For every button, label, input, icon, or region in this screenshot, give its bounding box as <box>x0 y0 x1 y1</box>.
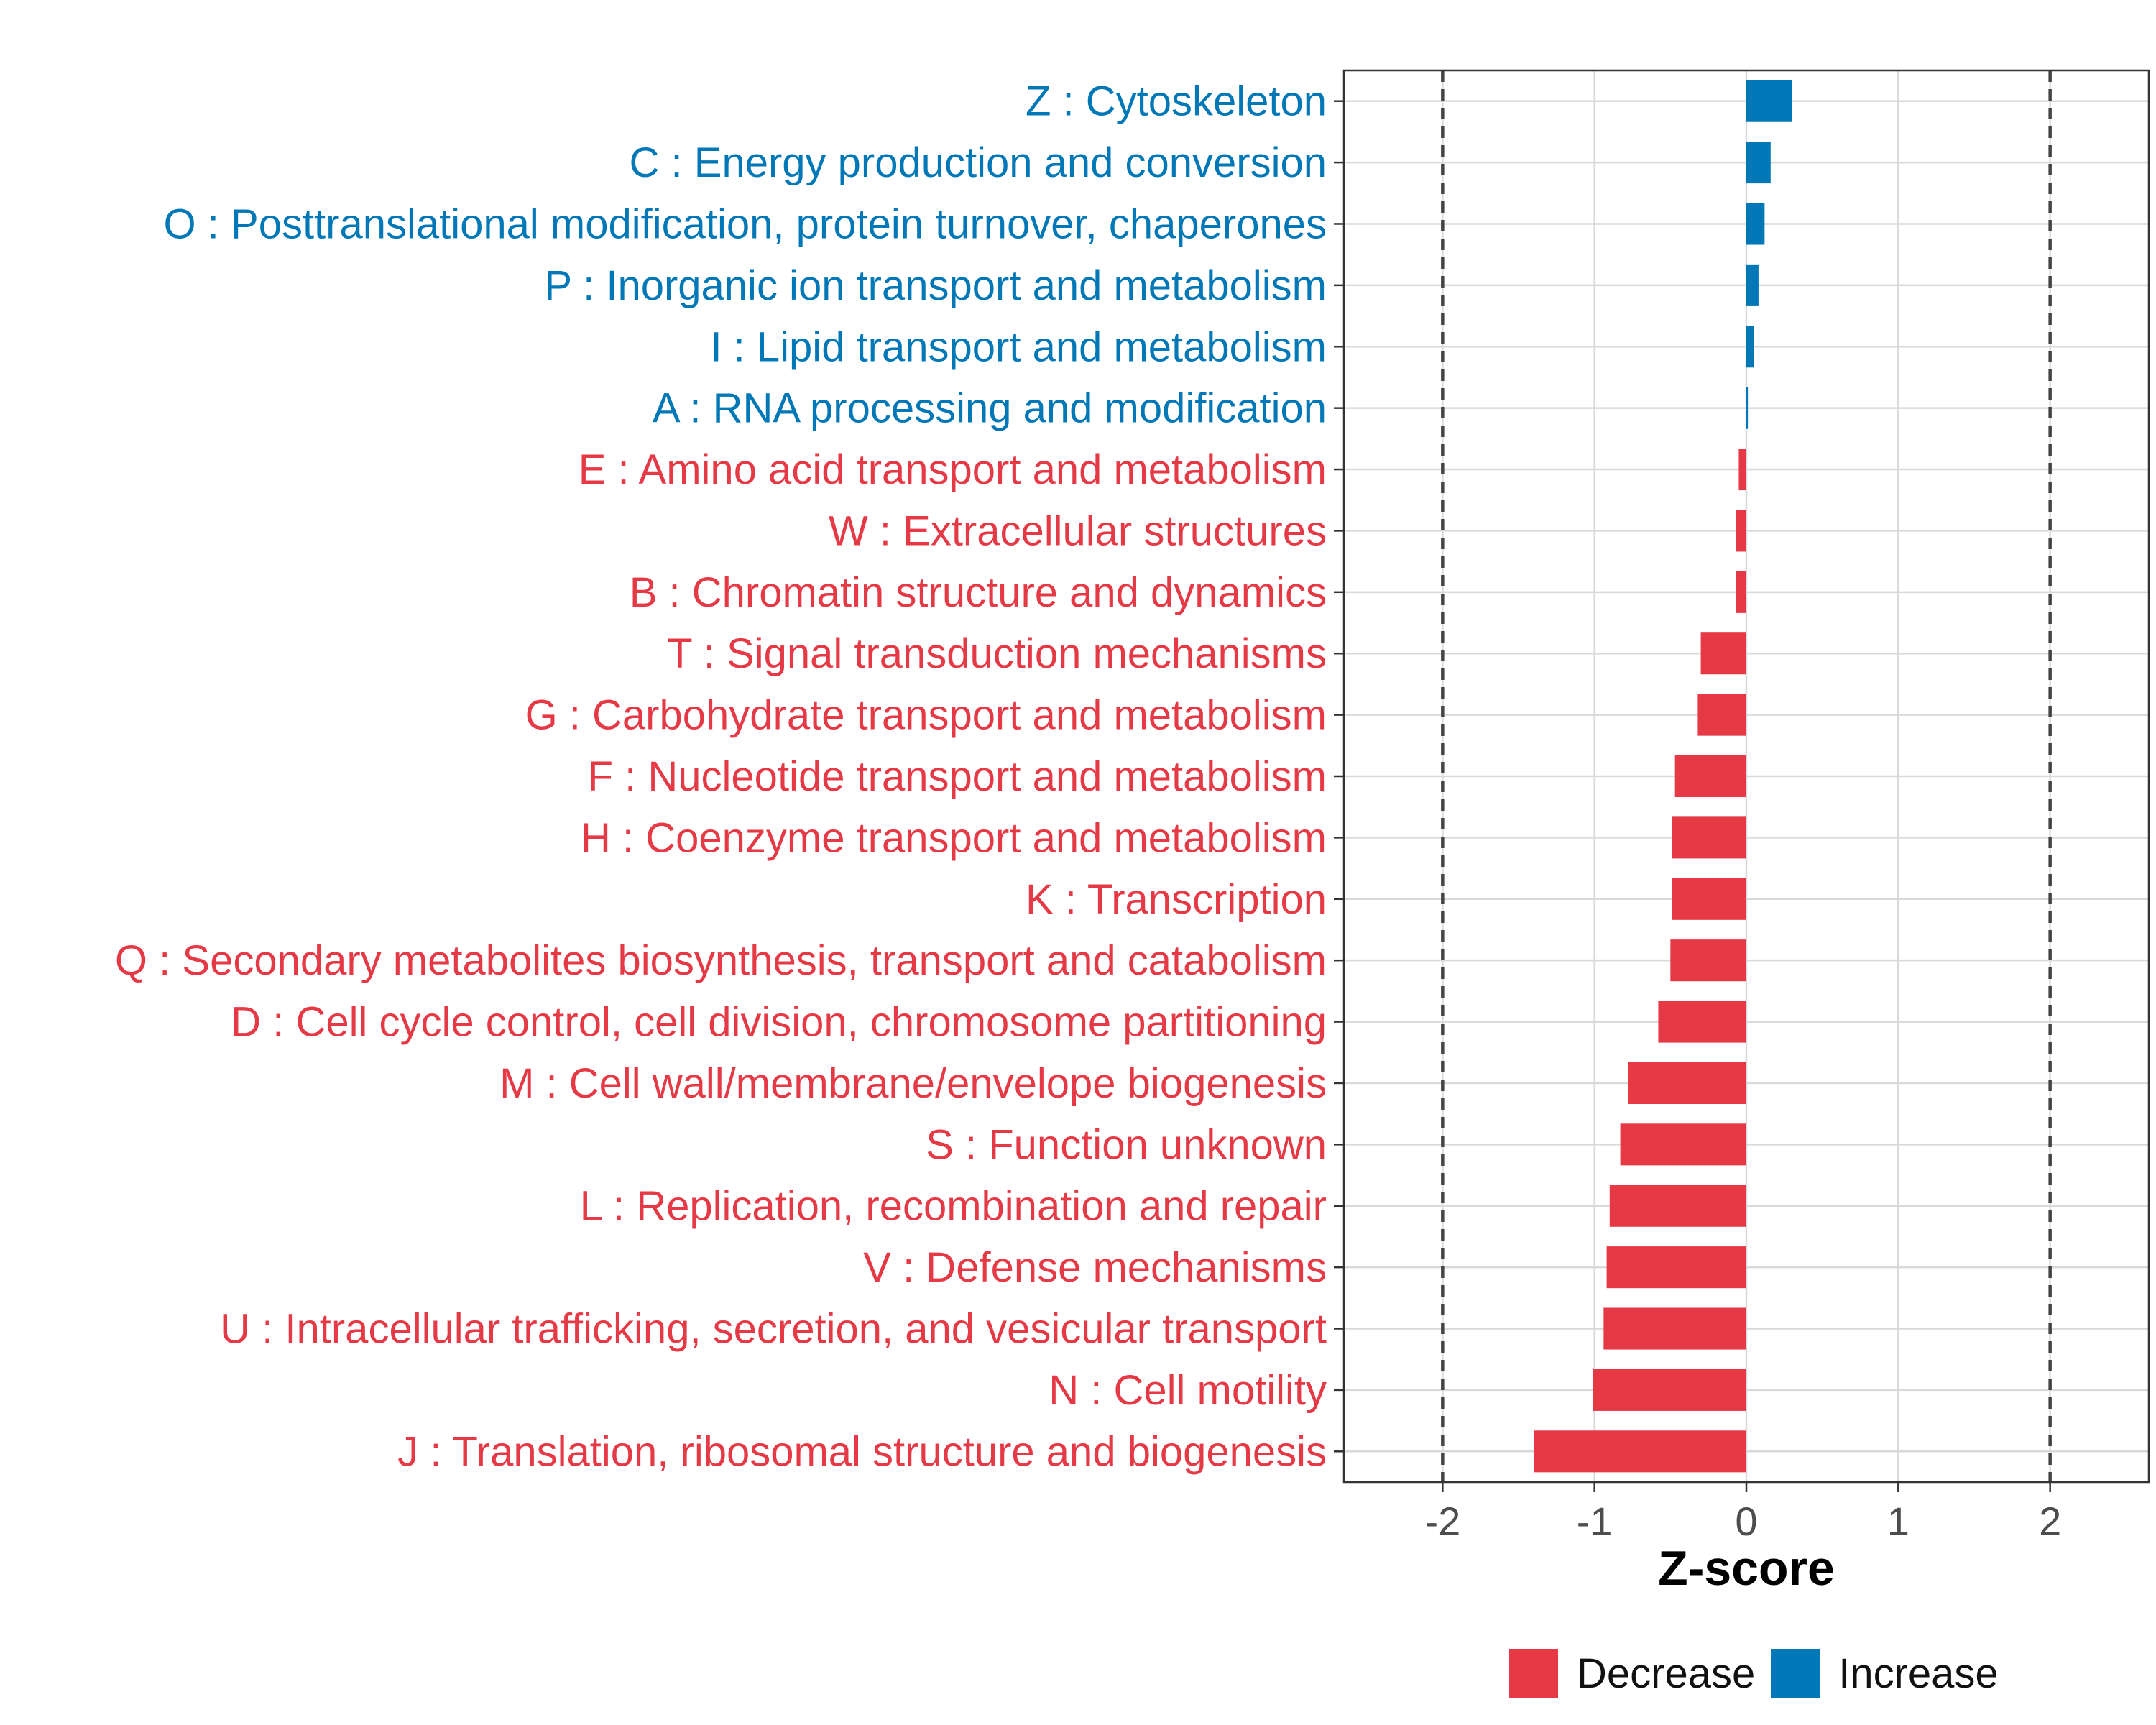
bar-19 <box>1606 1246 1746 1289</box>
bars <box>1534 80 1792 1473</box>
category-label-18: L : Replication, recombination and repai… <box>580 1183 1327 1230</box>
category-labels: Z : Cytoskeleton C : Energy production an… <box>115 78 1327 1476</box>
bar-5 <box>1746 387 1749 429</box>
legend-item-increase: Increase <box>1771 1649 1999 1698</box>
bar-1 <box>1746 142 1771 184</box>
axis-ticks <box>1334 100 2051 1492</box>
bar-18 <box>1609 1184 1746 1227</box>
bar-4 <box>1746 326 1754 368</box>
category-label-21: N : Cell motility <box>1049 1367 1327 1414</box>
x-tick-label-2: 0 <box>1735 1499 1757 1544</box>
legend-swatch-increase <box>1771 1649 1820 1698</box>
category-label-3: P : Inorganic ion transport and metaboli… <box>544 262 1327 309</box>
bar-7 <box>1736 510 1746 552</box>
category-label-9: T : Signal transduction mechanisms <box>667 630 1327 677</box>
category-label-0: Z : Cytoskeleton <box>1026 78 1327 125</box>
legend-item-decrease: Decrease <box>1509 1649 1755 1698</box>
category-label-6: E : Amino acid transport and metabolism <box>579 446 1327 493</box>
bar-3 <box>1746 264 1759 306</box>
reference-lines <box>1441 70 2052 1482</box>
bar-15 <box>1658 1000 1746 1043</box>
legend: Decrease Increase <box>1509 1649 2014 1698</box>
bar-13 <box>1672 878 1746 920</box>
legend-label-decrease: Decrease <box>1577 1650 1756 1697</box>
category-label-14: Q : Secondary metabolites biosynthesis, … <box>115 937 1327 984</box>
bar-16 <box>1628 1062 1746 1104</box>
category-label-11: F : Nucleotide transport and metabolism <box>588 753 1327 800</box>
category-label-2: O : Posttranslational modification, prot… <box>164 201 1327 247</box>
category-label-20: U : Intracellular trafficking, secretion… <box>220 1306 1327 1353</box>
category-label-19: V : Defense mechanisms <box>863 1244 1327 1291</box>
bar-0 <box>1746 80 1792 122</box>
category-label-10: G : Carbohydrate transport and metabolis… <box>525 692 1327 739</box>
bar-12 <box>1672 816 1746 859</box>
x-tick-label-1: -1 <box>1577 1499 1613 1544</box>
x-axis-title: Z-score <box>1658 1541 1835 1596</box>
category-label-1: C : Energy production and conversion <box>630 139 1327 186</box>
legend-label-increase: Increase <box>1838 1650 1999 1697</box>
bar-11 <box>1674 755 1746 798</box>
bar-22 <box>1534 1430 1746 1473</box>
category-label-4: I : Lipid transport and metabolism <box>710 323 1327 370</box>
bar-8 <box>1736 571 1746 613</box>
bar-20 <box>1603 1307 1746 1350</box>
bar-10 <box>1697 694 1746 736</box>
legend-swatch-decrease <box>1509 1649 1558 1698</box>
bar-17 <box>1620 1123 1746 1166</box>
category-label-17: S : Function unknown <box>926 1121 1327 1168</box>
category-label-16: M : Cell wall/membrane/envelope biogenes… <box>499 1060 1327 1107</box>
bar-9 <box>1700 632 1746 675</box>
x-tick-labels: -2 -1 0 1 2 <box>1424 1499 2061 1544</box>
category-label-7: W : Extracellular structures <box>829 507 1327 554</box>
x-tick-label-4: 2 <box>2039 1499 2061 1544</box>
category-label-5: A : RNA processing and modification <box>653 385 1327 432</box>
bar-21 <box>1593 1368 1746 1411</box>
category-label-22: J : Translation, ribosomal structure and… <box>397 1428 1327 1475</box>
category-label-8: B : Chromatin structure and dynamics <box>630 569 1327 616</box>
category-label-12: H : Coenzyme transport and metabolism <box>581 814 1327 861</box>
bar-2 <box>1746 203 1765 245</box>
bar-6 <box>1738 448 1746 491</box>
x-tick-label-3: 1 <box>1887 1499 1909 1544</box>
bar-14 <box>1670 939 1746 982</box>
category-label-13: K : Transcription <box>1026 876 1327 923</box>
category-label-15: D : Cell cycle control, cell division, c… <box>231 999 1327 1046</box>
x-tick-label-0: -2 <box>1424 1499 1460 1544</box>
